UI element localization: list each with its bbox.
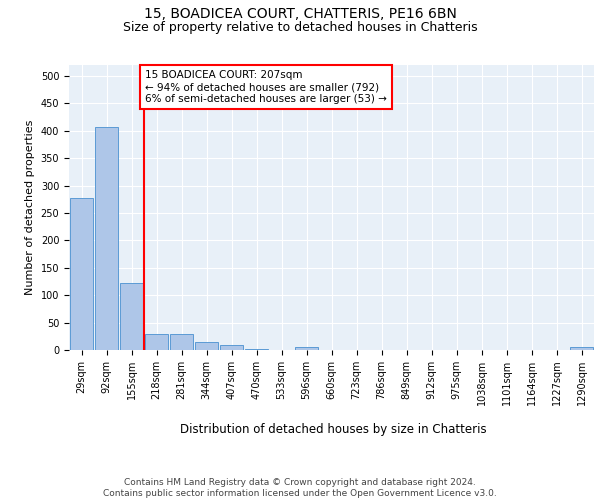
Bar xyxy=(95,127,118,350)
Text: 15, BOADICEA COURT, CHATTERIS, PE16 6BN: 15, BOADICEA COURT, CHATTERIS, PE16 6BN xyxy=(143,8,457,22)
Bar xyxy=(220,344,244,350)
Bar xyxy=(569,348,593,350)
Text: 15 BOADICEA COURT: 207sqm
← 94% of detached houses are smaller (792)
6% of semi-: 15 BOADICEA COURT: 207sqm ← 94% of detac… xyxy=(145,70,387,104)
Bar xyxy=(70,198,94,350)
Bar xyxy=(245,349,268,350)
Y-axis label: Number of detached properties: Number of detached properties xyxy=(25,120,35,295)
Bar xyxy=(119,283,143,350)
Bar xyxy=(194,342,218,350)
Bar xyxy=(145,334,169,350)
Bar xyxy=(295,346,319,350)
Bar xyxy=(170,334,193,350)
Text: Distribution of detached houses by size in Chatteris: Distribution of detached houses by size … xyxy=(179,422,487,436)
Text: Size of property relative to detached houses in Chatteris: Size of property relative to detached ho… xyxy=(122,21,478,34)
Text: Contains HM Land Registry data © Crown copyright and database right 2024.
Contai: Contains HM Land Registry data © Crown c… xyxy=(103,478,497,498)
